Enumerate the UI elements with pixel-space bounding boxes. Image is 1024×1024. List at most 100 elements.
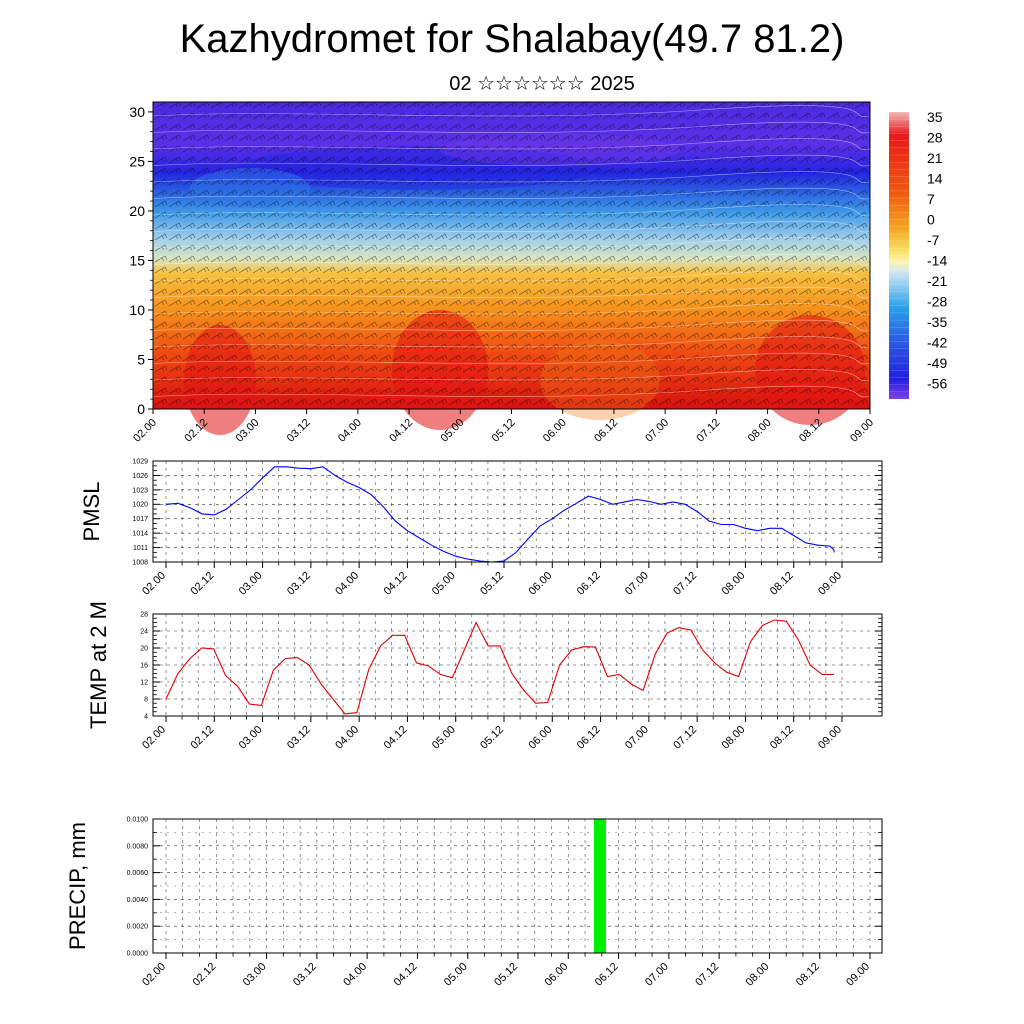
x-tick-label: 03.12 xyxy=(285,570,313,598)
y-axis-label: TEMP at 2 M xyxy=(86,601,111,729)
colorbar-label: 35 xyxy=(927,109,943,125)
y-tick-label: 8 xyxy=(144,696,148,703)
isotherm-line xyxy=(152,286,871,299)
x-tick-label: 03.12 xyxy=(285,724,313,752)
isotherm-line xyxy=(152,303,871,315)
colorbar-label: -49 xyxy=(927,355,947,371)
colorbar-label: -28 xyxy=(927,294,947,310)
isotherm-line xyxy=(152,352,871,365)
temp-panel: 4 8 12 16 20 24 28 02.00 02.12 03.00 03.12 04.00 04.… xyxy=(86,601,883,752)
y-tick-label: 1026 xyxy=(132,473,148,480)
y-tick-label: 1023 xyxy=(132,487,148,494)
x-tick-label: 08.12 xyxy=(768,724,796,752)
y-tick-label: 1029 xyxy=(132,458,148,465)
colorbar-label: 21 xyxy=(927,150,943,166)
chart-subtitle: 02 ☆☆☆☆☆☆ 2025 xyxy=(449,73,635,95)
colorbar: 35 28 21 14 7 0 -7 -14 -21 -28 -35 -42 -49 -56 xyxy=(889,109,947,399)
isotherm-line xyxy=(152,319,871,332)
y-tick-label: 0.0060 xyxy=(127,870,149,877)
pmsl-series-line xyxy=(165,466,835,563)
y-tick-label: 10 xyxy=(129,302,145,318)
x-tick-label: 09.00 xyxy=(844,961,872,989)
y-tick-label: 20 xyxy=(140,645,148,652)
y-tick-label: 20 xyxy=(129,203,145,219)
chart-title: Kazhydromet for Shalabay(49.7 81.2) xyxy=(179,17,845,61)
x-tick-label: 08.00 xyxy=(720,724,748,752)
x-tick-label: 02.00 xyxy=(131,417,159,445)
x-tick-label: 02.00 xyxy=(140,961,168,989)
x-tick-label: 05.00 xyxy=(430,724,458,752)
x-tick-label: 09.00 xyxy=(848,417,876,445)
y-tick-label: 24 xyxy=(140,628,148,635)
x-tick-label: 08.12 xyxy=(794,961,822,989)
isotherm-line xyxy=(152,138,871,150)
x-tick-label: 04.00 xyxy=(341,961,369,989)
y-tick-label: 0 xyxy=(137,401,145,417)
x-tick-label: 06.00 xyxy=(541,417,569,445)
colorbar-label: -42 xyxy=(927,335,947,351)
x-tick-label: 04.12 xyxy=(387,417,415,445)
colorbar-label: 0 xyxy=(927,212,935,228)
y-axis-label: PMSL xyxy=(79,482,104,542)
x-tick-label: 07.00 xyxy=(623,724,651,752)
x-tick-label: 07.12 xyxy=(671,570,699,598)
y-tick-label: 1020 xyxy=(132,502,148,509)
x-tick-label: 03.12 xyxy=(291,961,319,989)
x-tick-label: 06.12 xyxy=(593,961,621,989)
y-axis-label: PRECIP, mm xyxy=(65,822,90,950)
colorbar-label: 7 xyxy=(927,191,935,207)
isotherm-line xyxy=(152,171,871,183)
isotherm-line xyxy=(152,270,871,282)
plot-background xyxy=(153,461,882,562)
x-tick-label: 04.12 xyxy=(382,570,410,598)
x-tick-label: 02.00 xyxy=(140,724,168,752)
colorbar-label: -35 xyxy=(927,314,947,330)
x-tick-label: 02.12 xyxy=(188,724,216,752)
wind-barbs xyxy=(153,102,870,409)
x-tick-label: 03.00 xyxy=(237,724,265,752)
x-tick-label: 08.00 xyxy=(720,570,748,598)
x-tick-label: 05.00 xyxy=(430,570,458,598)
x-tick-label: 06.00 xyxy=(542,961,570,989)
isotherm-line xyxy=(152,105,871,117)
x-tick-label: 08.00 xyxy=(746,417,774,445)
x-tick-label: 07.00 xyxy=(643,417,671,445)
x-tick-label: 04.00 xyxy=(336,417,364,445)
isotherm-line xyxy=(152,220,871,233)
y-tick-label: 0.0080 xyxy=(127,843,149,850)
x-tick-label: 05.12 xyxy=(490,417,518,445)
x-tick-label: 07.00 xyxy=(643,961,671,989)
x-tick-label: 06.00 xyxy=(526,724,554,752)
colorbar-label: 14 xyxy=(927,171,943,187)
x-tick-label: 06.00 xyxy=(526,570,554,598)
x-tick-label: 05.12 xyxy=(478,570,506,598)
y-tick-label: 12 xyxy=(140,679,148,686)
y-tick-label: 4 xyxy=(144,713,148,720)
y-tick-label: 25 xyxy=(129,153,145,169)
colorbar-label: -14 xyxy=(927,253,947,269)
colorbar-label: 28 xyxy=(927,130,943,146)
precip-bar xyxy=(594,819,606,953)
x-tick-label: 03.00 xyxy=(241,961,269,989)
pmsl-panel: 1008 1011 1014 1017 1020 1023 1026 1029 02.00 02.… xyxy=(79,458,883,598)
x-tick-label: 05.12 xyxy=(492,961,520,989)
x-tick-label: 08.00 xyxy=(744,961,772,989)
colorbar-label: -56 xyxy=(927,376,947,392)
y-tick-label: 1011 xyxy=(133,545,148,552)
temp-series-line xyxy=(165,619,834,715)
isotherm-line xyxy=(152,385,871,398)
x-tick-label: 02.12 xyxy=(188,570,216,598)
x-tick-label: 04.00 xyxy=(333,570,361,598)
x-tick-label: 07.12 xyxy=(693,961,721,989)
y-tick-label: 28 xyxy=(140,611,148,618)
x-tick-label: 09.00 xyxy=(816,724,844,752)
colorbar-label: -21 xyxy=(927,273,947,289)
x-tick-label: 07.00 xyxy=(623,570,651,598)
x-tick-label: 03.00 xyxy=(237,570,265,598)
x-tick-label: 08.12 xyxy=(768,570,796,598)
isotherm-line xyxy=(152,369,871,381)
x-tick-label: 09.00 xyxy=(816,570,844,598)
x-tick-label: 06.12 xyxy=(575,724,603,752)
colorbar-ramp xyxy=(889,112,909,399)
